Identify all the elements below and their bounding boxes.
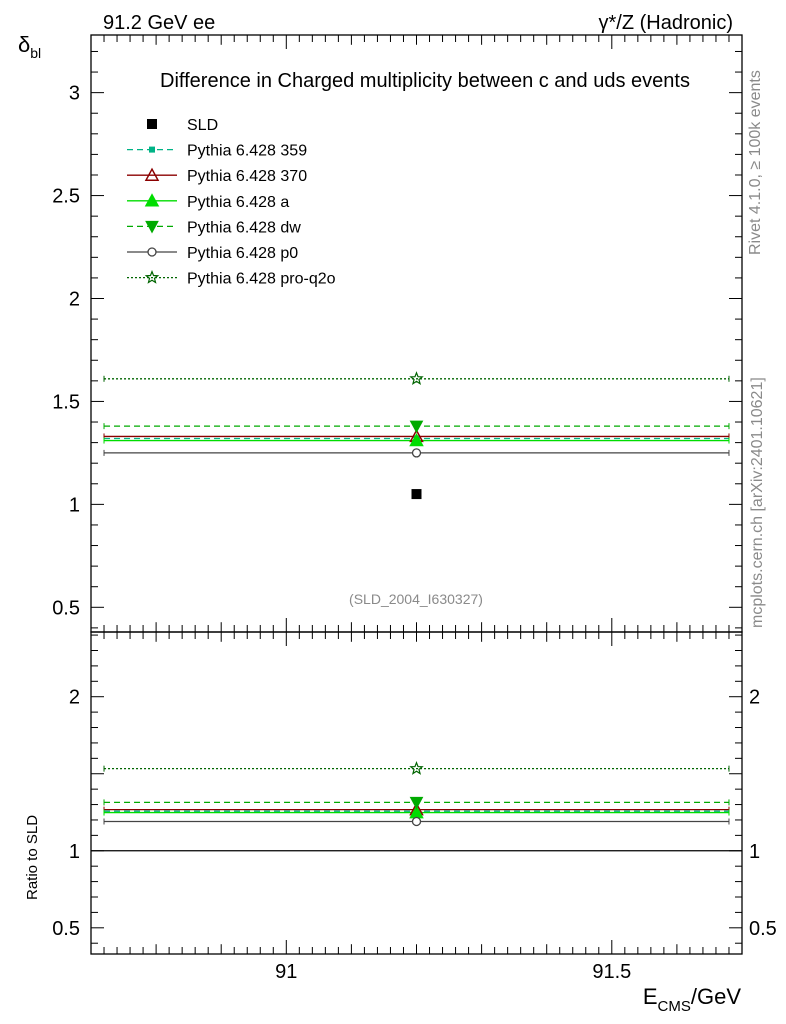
main-plot-marks (103, 371, 730, 500)
x-tick-label: 91.5 (592, 961, 631, 983)
marker-pythia-6-428-dw (409, 420, 424, 434)
legend-label: Pythia 6.428 359 (187, 143, 307, 160)
legend-label: Pythia 6.428 dw (187, 219, 301, 236)
y-tick-label: 1.5 (52, 391, 80, 413)
ratio-axis-ticks: 0.5 0.5 1 1 2 2 91 91.5 (52, 632, 777, 983)
legend-marker (145, 220, 159, 234)
legend-label: Pythia 6.428 p0 (187, 245, 298, 262)
legend-label: Pythia 6.428 a (187, 194, 289, 211)
legend: SLD Pythia 6.428 359 Pythia 6.428 370 Pythi… (127, 117, 336, 288)
ratio-y-tick-label-right: 2 (749, 687, 760, 709)
ratio-marker-pythia-6-428-p0 (411, 816, 422, 827)
ratio-plot-frame (90, 631, 743, 955)
marker-pythia-6-428-p0 (411, 448, 422, 458)
ratio-ylabel: Ratio to SLD (24, 815, 41, 900)
ratio-marker-pythia-6-428-dw (409, 796, 424, 810)
main-axis-ticks: 0.5 1 1.5 2 2.5 3 (52, 35, 743, 632)
legend-marker (144, 193, 160, 207)
analysis-annotation: (SLD_2004_I630327) (349, 591, 483, 607)
y-tick-label: 3 (69, 83, 80, 105)
legend-label: Pythia 6.428 370 (187, 168, 307, 185)
ratio-y-tick-label-right: 1 (749, 841, 760, 863)
legend-marker (144, 269, 160, 284)
main-ylabel: δbl (18, 32, 41, 61)
legend-marker (149, 146, 155, 153)
legend-label: SLD (187, 117, 218, 134)
mcplots-label: mcplots.cern.ch [arXiv:2401.10621] (749, 377, 766, 628)
y-tick-label: 2 (69, 289, 80, 311)
marker-pythia-6-428-pro-q2o (409, 371, 424, 385)
ratio-y-tick-label-right: 0.5 (749, 918, 777, 940)
ratio-y-tick-label: 1 (69, 841, 80, 863)
x-tick-label: 91 (275, 961, 297, 983)
header-left: 91.2 GeV ee (103, 12, 215, 34)
legend-marker (147, 247, 157, 257)
legend-marker (144, 167, 160, 181)
ratio-marker-pythia-6-428-pro-q2o (409, 761, 424, 775)
rivet-label: Rivet 4.1.0, ≥ 100k events (747, 70, 764, 255)
y-tick-label: 1 (69, 494, 80, 516)
legend-label: Pythia 6.428 pro-q2o (187, 271, 336, 288)
ratio-plot-marks (91, 761, 742, 852)
marker-sld (411, 489, 422, 500)
ratio-y-tick-label: 0.5 (52, 918, 80, 940)
y-tick-label: 0.5 (52, 597, 80, 619)
y-tick-label: 2.5 (52, 186, 80, 208)
xlabel: ECMS/GeV (643, 984, 741, 1015)
ratio-y-tick-label: 2 (69, 687, 80, 709)
header-right: γ*/Z (Hadronic) (599, 12, 733, 34)
marker-pythia-6-428-a (409, 432, 424, 447)
plot-title: Difference in Charged multiplicity betwe… (160, 70, 690, 92)
legend-marker (147, 119, 157, 129)
